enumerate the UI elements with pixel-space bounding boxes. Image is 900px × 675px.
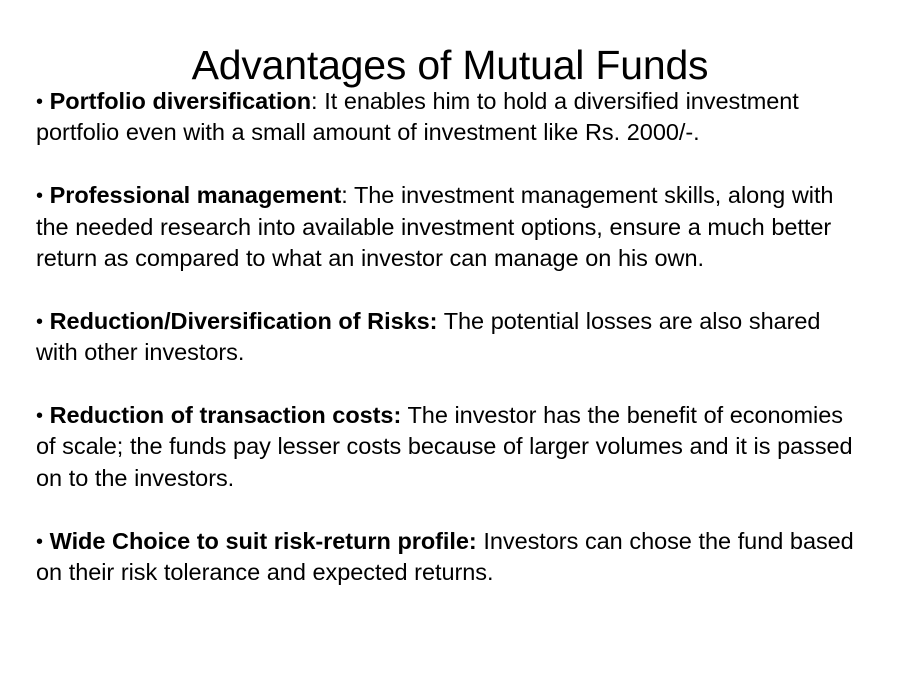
list-item-lead: Professional management bbox=[49, 182, 342, 209]
list-item-body: The investment management skills, along … bbox=[36, 182, 834, 272]
bullet-marker-icon: • bbox=[36, 530, 43, 553]
bullet-marker-icon: • bbox=[36, 91, 43, 113]
list-item-separator: : bbox=[429, 307, 438, 334]
list-item: • Reduction/Diversification of Risks: Th… bbox=[36, 306, 864, 369]
list-item: • Portfolio diversification: It enables … bbox=[36, 86, 864, 149]
list-item-body: The investor has the benefit of economie… bbox=[36, 402, 853, 491]
list-item: • Professional management: The investmen… bbox=[36, 180, 864, 274]
bullet-marker-icon: • bbox=[36, 310, 43, 333]
page-title: Advantages of Mutual Funds bbox=[191, 42, 709, 89]
list-item: • Wide Choice to suit risk-return profil… bbox=[36, 526, 864, 589]
list-item-separator: : bbox=[468, 527, 477, 554]
list-item-separator: : bbox=[311, 88, 318, 114]
list-item-separator: : bbox=[341, 182, 348, 209]
list-item: • Reduction of transaction costs: The in… bbox=[36, 400, 864, 494]
list-item-separator: : bbox=[393, 402, 402, 429]
list-item-body: The potential losses are also shared wit… bbox=[36, 307, 821, 366]
bullet-marker-icon: • bbox=[36, 405, 43, 428]
list-item-body: Investors can chose the fund based on th… bbox=[36, 527, 854, 586]
list-item-body: It enables him to hold a diversified inv… bbox=[36, 88, 799, 146]
list-item-lead: Reduction of transaction costs bbox=[49, 402, 394, 429]
list-item-lead: Portfolio diversification bbox=[49, 88, 312, 114]
bullet-marker-icon: • bbox=[36, 185, 43, 208]
bullet-list: • Portfolio diversification: It enables … bbox=[36, 86, 864, 588]
list-item-lead: Wide Choice to suit risk-return profile bbox=[49, 527, 469, 554]
list-item-lead: Reduction/Diversification of Risks bbox=[49, 307, 430, 334]
